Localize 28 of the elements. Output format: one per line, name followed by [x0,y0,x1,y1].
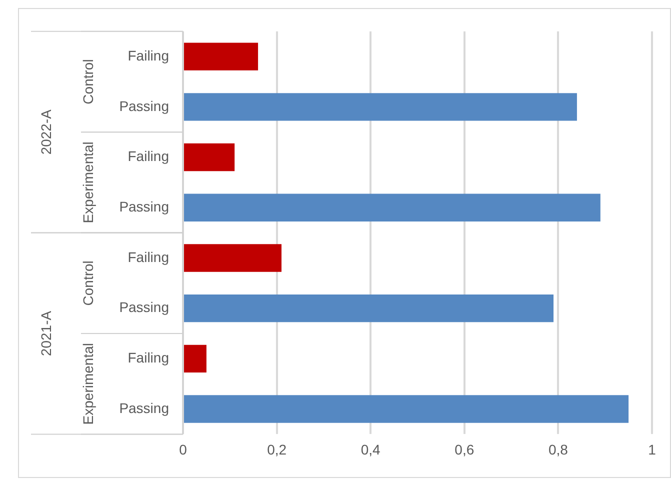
y-tick-label: Passing [119,98,169,114]
x-tick-label: 0,2 [267,441,287,458]
y-tick-label: Passing [119,198,169,214]
y-tick-label: Failing [128,350,169,366]
x-tick-label: 0,8 [548,441,568,458]
bar [184,194,600,222]
y-tick-label: Passing [119,400,169,416]
y-tick-label: Passing [119,299,169,316]
x-tick-label: 0,4 [360,441,381,458]
bar [184,42,258,70]
text: Experimental [80,142,96,224]
text: 2021-A [38,310,54,356]
bar [184,395,629,423]
x-tick-label: 0,6 [454,441,474,458]
text: Control [80,59,96,104]
y-tick-label: Failing [128,148,169,164]
text: 2022-A [38,108,54,155]
bar [184,244,282,272]
y-tick-label: Failing [128,248,169,265]
x-tick-label: 0 [179,441,188,458]
y-tick-label: Failing [128,47,169,64]
bar [184,93,577,121]
bar [184,294,554,322]
text: Control [80,260,96,306]
bar [184,143,235,172]
x-tick-label: 1 [648,441,656,458]
bar [184,344,206,373]
text: Experimental [80,343,96,425]
